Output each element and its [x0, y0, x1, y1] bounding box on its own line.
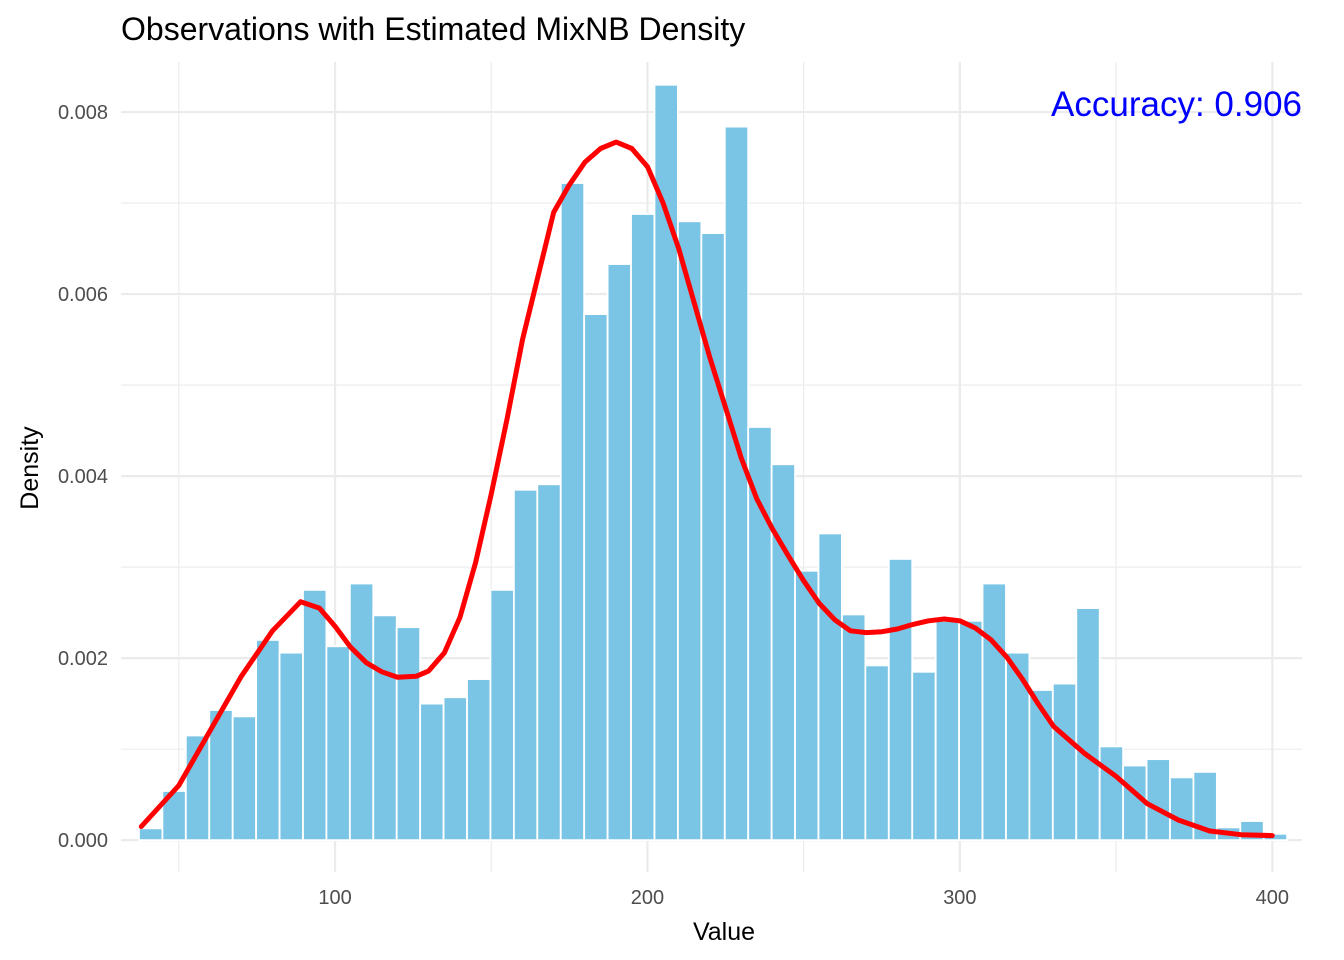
y-tick-label: 0.008 [58, 102, 108, 124]
x-tick-label: 100 [318, 887, 351, 909]
histogram-bar [770, 463, 796, 842]
histogram-bar [841, 613, 867, 842]
histogram-bar [278, 651, 304, 842]
histogram-bar [536, 483, 562, 842]
histogram-bars [138, 83, 1289, 842]
histogram-bar [348, 582, 375, 842]
histogram-bar [442, 696, 468, 842]
histogram-bar [512, 488, 539, 842]
histogram-bar [395, 626, 422, 842]
accuracy-annotation: Accuracy: 0.906 [1051, 85, 1302, 124]
histogram-bar [1098, 745, 1125, 842]
histogram-bar [419, 702, 445, 842]
histogram-bar [864, 664, 890, 842]
histogram-bar [1051, 682, 1078, 842]
histogram-bar [489, 588, 515, 842]
histogram-bar [723, 125, 750, 842]
histogram-bar [630, 213, 656, 842]
histogram-bar [583, 313, 609, 842]
histogram-bar [231, 715, 258, 842]
y-tick-label: 0.002 [58, 648, 108, 670]
y-tick-label: 0.000 [58, 830, 108, 852]
y-axis-title: Density [16, 426, 44, 510]
histogram-bar [934, 619, 961, 842]
histogram-bar [911, 670, 937, 842]
histogram-bar [372, 614, 398, 842]
histogram-bar [1169, 776, 1195, 842]
x-tick-label: 200 [631, 887, 664, 909]
histogram-bar [1145, 758, 1171, 842]
histogram-bar [1192, 770, 1218, 842]
histogram-bar [466, 678, 492, 842]
y-axis-ticks: 0.000 0.002 0.004 0.006 0.008 [58, 102, 108, 852]
plot-panel [121, 62, 1302, 872]
histogram-bar [958, 619, 984, 842]
histogram-bar [700, 232, 726, 842]
x-tick-label: 400 [1256, 887, 1289, 909]
chart-title: Observations with Estimated MixNB Densit… [121, 11, 745, 47]
density-curve [138, 139, 1275, 839]
histogram-bar [794, 569, 820, 842]
histogram-bar [559, 182, 586, 842]
x-axis-ticks: 100 200 300 400 [318, 887, 1289, 909]
histogram-bar [138, 827, 164, 842]
histogram-bar [981, 582, 1007, 842]
y-tick-label: 0.006 [58, 284, 108, 306]
histogram-bar [817, 532, 843, 842]
y-tick-label: 0.004 [58, 466, 108, 488]
histogram-bar [255, 639, 281, 842]
x-tick-label: 300 [943, 887, 976, 909]
histogram-bar [325, 645, 351, 842]
histogram-bar [1075, 607, 1101, 842]
density-line [138, 139, 1275, 839]
histogram-bar [606, 263, 632, 842]
histogram-bar [302, 588, 328, 842]
histogram-bar [887, 558, 914, 842]
histogram-bar [653, 83, 679, 842]
x-axis-title: Value [693, 918, 755, 946]
